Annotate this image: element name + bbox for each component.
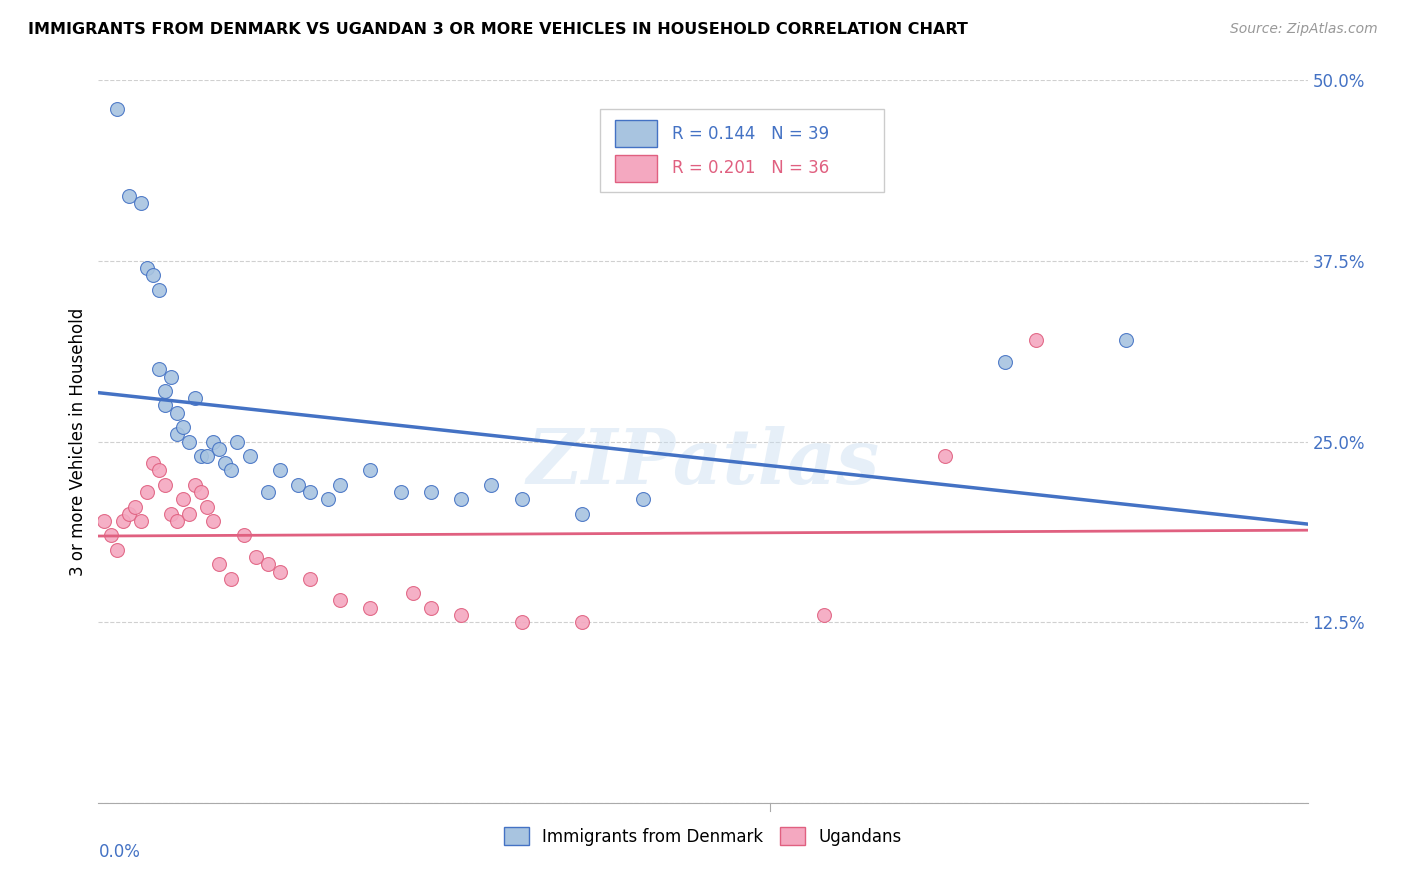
Point bbox=[105, 102, 128, 116]
Point bbox=[166, 406, 188, 420]
Point bbox=[190, 485, 212, 500]
Point bbox=[256, 485, 278, 500]
Point bbox=[420, 600, 443, 615]
Point bbox=[166, 514, 188, 528]
Point bbox=[420, 485, 443, 500]
FancyBboxPatch shape bbox=[614, 120, 657, 147]
Point bbox=[142, 456, 165, 470]
Point bbox=[221, 463, 243, 477]
FancyBboxPatch shape bbox=[614, 154, 657, 182]
Point bbox=[190, 449, 212, 463]
Text: Source: ZipAtlas.com: Source: ZipAtlas.com bbox=[1230, 22, 1378, 37]
Point bbox=[124, 500, 146, 514]
Point bbox=[232, 528, 254, 542]
Point bbox=[202, 434, 225, 449]
Point bbox=[245, 550, 267, 565]
Text: IMMIGRANTS FROM DENMARK VS UGANDAN 3 OR MORE VEHICLES IN HOUSEHOLD CORRELATION C: IMMIGRANTS FROM DENMARK VS UGANDAN 3 OR … bbox=[28, 22, 967, 37]
Point bbox=[100, 528, 122, 542]
Point bbox=[360, 600, 382, 615]
Point bbox=[129, 196, 152, 211]
FancyBboxPatch shape bbox=[600, 109, 884, 193]
Point bbox=[195, 500, 218, 514]
Point bbox=[135, 261, 157, 276]
Point bbox=[160, 369, 183, 384]
Point bbox=[402, 586, 425, 600]
Y-axis label: 3 or more Vehicles in Household: 3 or more Vehicles in Household bbox=[69, 308, 87, 575]
Point bbox=[202, 514, 225, 528]
Point bbox=[118, 507, 141, 521]
Point bbox=[510, 492, 533, 507]
Text: ZIPatlas: ZIPatlas bbox=[526, 426, 880, 500]
Point bbox=[160, 507, 183, 521]
Legend: Immigrants from Denmark, Ugandans: Immigrants from Denmark, Ugandans bbox=[498, 821, 908, 852]
Point bbox=[813, 607, 835, 622]
Point bbox=[360, 463, 382, 477]
Point bbox=[172, 492, 194, 507]
Point bbox=[214, 456, 236, 470]
Point bbox=[148, 463, 170, 477]
Point bbox=[316, 492, 339, 507]
Point bbox=[221, 572, 243, 586]
Text: R = 0.201   N = 36: R = 0.201 N = 36 bbox=[672, 160, 828, 178]
Point bbox=[631, 492, 654, 507]
Point bbox=[93, 514, 115, 528]
Point bbox=[135, 485, 157, 500]
Point bbox=[571, 507, 593, 521]
Text: R = 0.144   N = 39: R = 0.144 N = 39 bbox=[672, 125, 828, 143]
Point bbox=[184, 391, 207, 405]
Point bbox=[105, 542, 128, 557]
Point bbox=[269, 565, 291, 579]
Point bbox=[994, 355, 1017, 369]
Point bbox=[450, 492, 472, 507]
Point bbox=[179, 507, 201, 521]
Point bbox=[571, 615, 593, 630]
Point bbox=[153, 478, 176, 492]
Point bbox=[481, 478, 503, 492]
Point bbox=[129, 514, 152, 528]
Point bbox=[118, 189, 141, 203]
Point bbox=[148, 283, 170, 297]
Point bbox=[389, 485, 412, 500]
Point bbox=[184, 478, 207, 492]
Point bbox=[934, 449, 956, 463]
Point bbox=[510, 615, 533, 630]
Point bbox=[208, 558, 231, 572]
Point bbox=[450, 607, 472, 622]
Point bbox=[148, 362, 170, 376]
Point bbox=[153, 384, 176, 398]
Point bbox=[226, 434, 249, 449]
Text: 0.0%: 0.0% bbox=[98, 843, 141, 861]
Point bbox=[1115, 334, 1137, 348]
Point bbox=[166, 427, 188, 442]
Point bbox=[142, 268, 165, 283]
Point bbox=[195, 449, 218, 463]
Point bbox=[329, 478, 352, 492]
Point bbox=[239, 449, 262, 463]
Point bbox=[329, 593, 352, 607]
Point bbox=[299, 485, 322, 500]
Point bbox=[256, 558, 278, 572]
Point bbox=[299, 572, 322, 586]
Point bbox=[153, 398, 176, 412]
Point bbox=[287, 478, 309, 492]
Point bbox=[208, 442, 231, 456]
Point bbox=[179, 434, 201, 449]
Point bbox=[172, 420, 194, 434]
Point bbox=[111, 514, 134, 528]
Point bbox=[269, 463, 291, 477]
Point bbox=[1024, 334, 1046, 348]
